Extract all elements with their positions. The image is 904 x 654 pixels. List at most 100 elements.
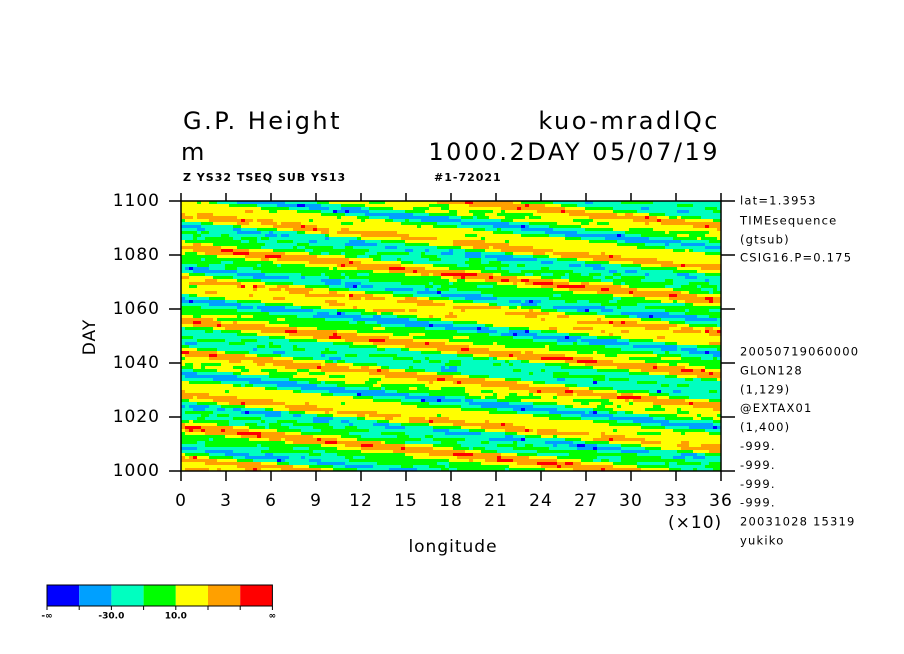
contour-cell: [521, 303, 537, 306]
note: -999.: [740, 477, 776, 491]
contour-cell: [601, 279, 613, 282]
contour-cell: [445, 378, 485, 381]
contour-cell: [469, 402, 509, 405]
contour-cell: [469, 210, 493, 213]
contour-cell: [273, 219, 309, 222]
contour-cell: [285, 438, 317, 441]
contour-cell: [657, 366, 685, 369]
contour-cell: [665, 285, 681, 288]
contour-cell: [197, 285, 237, 288]
contour-cell: [233, 456, 245, 459]
contour-cell: [289, 426, 313, 429]
contour-cell: [601, 303, 637, 306]
contour-cell: [629, 378, 685, 381]
contour-cell: [529, 372, 533, 375]
contour-cell: [517, 276, 541, 279]
contour-cell: [181, 333, 237, 336]
contour-cell: [321, 204, 341, 207]
contour-cell: [377, 345, 405, 348]
contour-cell: [529, 216, 541, 219]
contour-cell: [305, 231, 321, 234]
contour-cell: [361, 450, 393, 453]
contour-cell: [457, 225, 493, 228]
contour-cell: [241, 219, 245, 222]
contour-cell: [637, 288, 673, 291]
contour-cell: [309, 243, 345, 246]
contour-cell: [553, 273, 565, 276]
contour-cell: [593, 378, 605, 381]
contour-cell: [265, 414, 281, 417]
contour-cell: [345, 426, 357, 429]
contour-cell: [405, 432, 445, 435]
contour-cell: [697, 453, 705, 456]
contour-cell: [493, 357, 497, 360]
contour-cell: [473, 216, 477, 219]
colorbar-swatch: [175, 585, 208, 606]
contour-cell: [441, 258, 469, 261]
contour-cell: [573, 270, 609, 273]
contour-cell: [497, 459, 513, 462]
contour-cell: [545, 468, 573, 471]
contour-cell: [265, 408, 273, 411]
contour-cell: [181, 429, 185, 432]
contour-cell: [313, 219, 361, 222]
contour-cell: [681, 285, 697, 288]
contour-cell: [457, 351, 521, 354]
contour-cell: [297, 369, 309, 372]
contour-cell: [181, 399, 189, 402]
contour-cell: [241, 240, 249, 243]
contour-cell: [669, 363, 677, 366]
contour-cell: [577, 384, 661, 387]
contour-cell: [413, 465, 429, 468]
contour-cell: [181, 312, 269, 315]
contour-cell: [185, 219, 209, 222]
contour-cell: [633, 345, 677, 348]
contour-cell: [429, 393, 469, 396]
contour-cell: [417, 225, 421, 228]
contour-cell: [213, 327, 225, 330]
contour-cell: [241, 303, 265, 306]
contour-cell: [225, 435, 241, 438]
contour-cell: [317, 405, 417, 408]
contour-cell: [261, 264, 277, 267]
contour-cell: [257, 363, 265, 366]
contour-cell: [181, 315, 193, 318]
contour-cell: [245, 411, 249, 414]
contour-cell: [709, 282, 721, 285]
contour-cell: [197, 396, 237, 399]
contour-cell: [345, 303, 417, 306]
contour-cell: [365, 381, 377, 384]
contour-cell: [653, 366, 657, 369]
contour-cell: [537, 303, 601, 306]
contour-cell: [365, 321, 377, 324]
contour-cell: [677, 210, 689, 213]
contour-cell: [657, 363, 669, 366]
contour-cell: [685, 303, 693, 306]
contour-cell: [681, 348, 697, 351]
contour-cell: [705, 369, 721, 372]
contour-cell: [385, 417, 393, 420]
contour-cell: [657, 396, 669, 399]
contour-cell: [417, 315, 429, 318]
contour-cell: [593, 327, 645, 330]
contour-cell: [289, 291, 309, 294]
contour-cell: [265, 426, 269, 429]
contour-cell: [685, 249, 689, 252]
contour-cell: [621, 273, 645, 276]
contour-cell: [529, 279, 553, 282]
x-tick-label: 30: [619, 491, 643, 511]
contour-cell: [461, 219, 501, 222]
contour-cell: [181, 204, 229, 207]
contour-cell: [629, 369, 641, 372]
contour-cell: [365, 291, 393, 294]
contour-cell: [385, 390, 397, 393]
contour-cell: [221, 324, 265, 327]
contour-cell: [541, 306, 553, 309]
contour-cell: [449, 210, 457, 213]
contour-cell: [629, 372, 649, 375]
contour-cell: [205, 462, 261, 465]
contour-cell: [349, 240, 365, 243]
contour-cell: [621, 297, 645, 300]
contour-cell: [181, 234, 193, 237]
contour-cell: [261, 420, 265, 423]
